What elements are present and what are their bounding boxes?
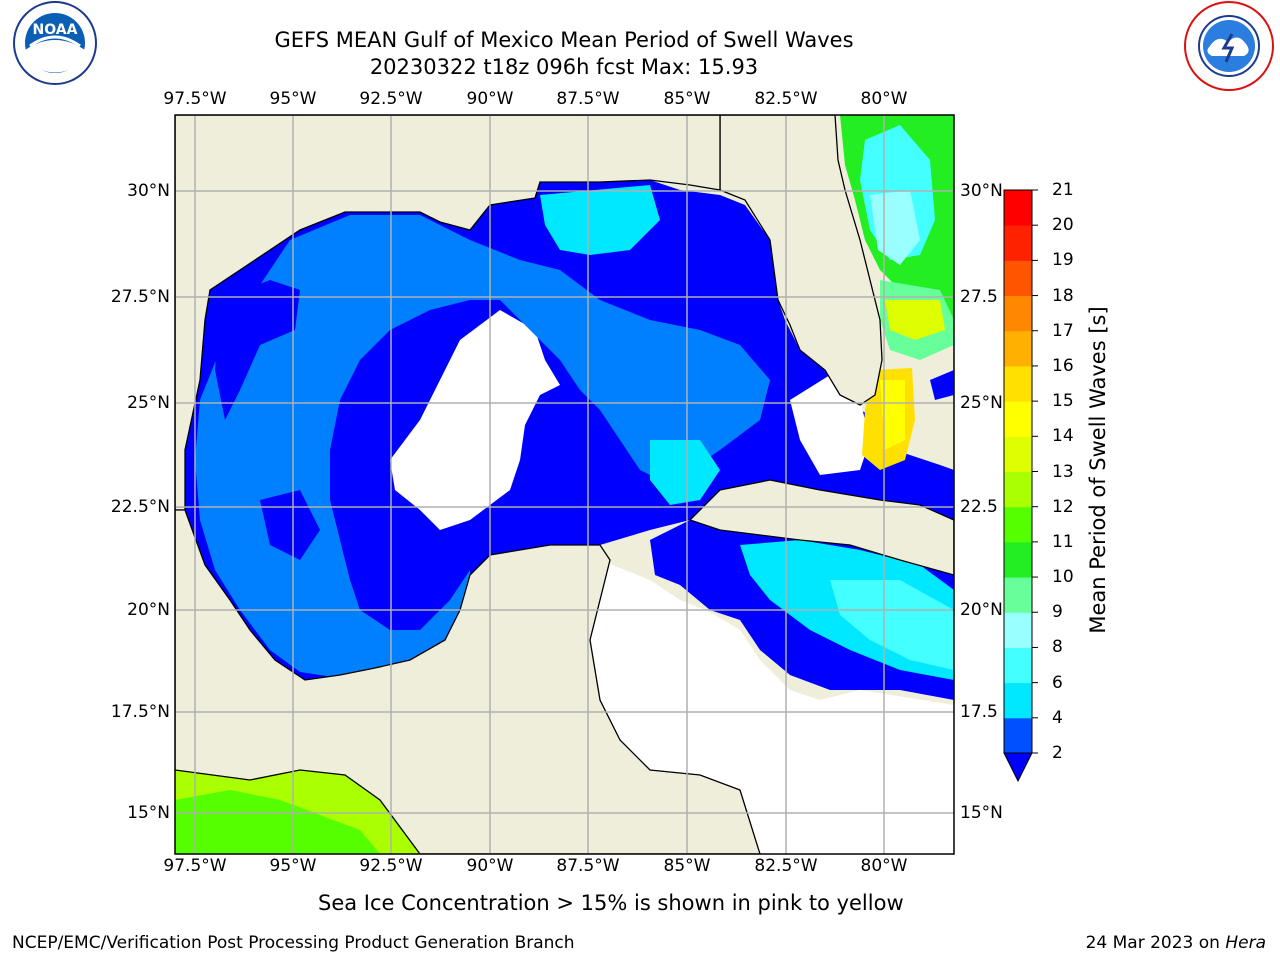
x-tick-top-6: 82.5°W	[754, 89, 818, 109]
no-data-region-central	[390, 310, 560, 530]
y-tick-right-1: 27.5	[960, 287, 998, 307]
colorbar-tick-label-8: 13	[1052, 461, 1074, 482]
colorbar-tick-label-5: 16	[1052, 355, 1074, 376]
nws-logo-icon	[1184, 1, 1274, 91]
noaa-logo-icon: NOAA	[13, 1, 97, 85]
atlantic-contours	[840, 115, 954, 470]
colorbar-segment-11	[1004, 330, 1032, 367]
y-tick-left-6: 15°N	[127, 803, 170, 823]
colorbar-segment-12	[1004, 295, 1032, 332]
y-tick-right-3: 22.5	[960, 497, 998, 517]
x-tick-top-1: 95°W	[269, 89, 317, 109]
colorbar-segment-0	[1004, 717, 1032, 754]
colorbar-segment-3	[1004, 612, 1032, 648]
x-tick-top-7: 80°W	[860, 89, 908, 109]
colorbar-tick-label-14: 6	[1052, 672, 1063, 693]
footer-credit: NCEP/EMC/Verification Post Processing Pr…	[12, 933, 575, 953]
x-tick-bottom-7: 80°W	[860, 856, 908, 876]
colorbar-tick-label-4: 17	[1052, 320, 1074, 341]
y-tick-right-2: 25°N	[960, 393, 1003, 413]
land-masses	[175, 115, 954, 854]
y-tick-right-6: 15°N	[960, 803, 1003, 823]
colorbar-segment-4	[1004, 577, 1032, 613]
colorbar-tick-label-12: 9	[1052, 602, 1063, 623]
x-tick-bottom-0: 97.5°W	[163, 856, 227, 876]
x-tick-top-3: 90°W	[466, 89, 514, 109]
footer-date-text: 24 Mar 2023 on	[1085, 933, 1226, 953]
x-tick-top-0: 97.5°W	[163, 89, 227, 109]
sea-ice-note: Sea Ice Concentration > 15% is shown in …	[318, 891, 904, 915]
colorbar-segment-6	[1004, 506, 1032, 543]
y-tick-right-4: 20°N	[960, 600, 1003, 620]
colorbar-tick-label-15: 4	[1052, 707, 1063, 728]
map-area[interactable]	[175, 115, 954, 854]
y-tick-left-5: 17.5°N	[110, 702, 170, 722]
colorbar-tick-label-10: 11	[1052, 531, 1074, 552]
y-tick-right-5: 17.5	[960, 702, 998, 722]
colorbar-segment-5	[1004, 541, 1032, 578]
colorbar-segment-1	[1004, 682, 1032, 719]
colorbar-tick-label-9: 12	[1052, 496, 1074, 517]
x-tick-top-4: 87.5°W	[556, 89, 620, 109]
map-grid	[175, 115, 954, 854]
x-tick-top-5: 85°W	[663, 89, 711, 109]
colorbar-tick-label-2: 19	[1052, 250, 1074, 271]
x-tick-top-2: 92.5°W	[359, 89, 423, 109]
y-tick-left-1: 27.5°N	[110, 287, 170, 307]
x-tick-bottom-3: 90°W	[466, 856, 514, 876]
colorbar-tick-label-3: 18	[1052, 285, 1074, 306]
y-tick-left-3: 22.5°N	[110, 497, 170, 517]
y-tick-left-2: 25°N	[127, 393, 170, 413]
map-frame	[174, 114, 955, 855]
colorbar-segment-14	[1004, 225, 1032, 261]
colorbar-tick-label-13: 8	[1052, 637, 1063, 658]
chart-subtitle: 20230322 t18z 096h fcst Max: 15.93	[369, 55, 759, 79]
colorbar-tick-label-1: 20	[1052, 215, 1074, 236]
x-tick-bottom-2: 92.5°W	[359, 856, 423, 876]
y-tick-left-0: 30°N	[127, 181, 170, 201]
y-tick-left-4: 20°N	[127, 600, 170, 620]
colorbar-tick-label-7: 14	[1052, 426, 1074, 447]
footer-date: 24 Mar 2023 on Hera	[1086, 933, 1266, 953]
colorbar	[1003, 189, 1038, 783]
pacific-contours	[175, 770, 420, 854]
y-tick-right-0: 30°N	[960, 181, 1003, 201]
colorbar-tick-label-6: 15	[1052, 391, 1074, 412]
colorbar-segment-7	[1004, 471, 1032, 508]
x-tick-bottom-6: 82.5°W	[754, 856, 818, 876]
colorbar-segment-9	[1004, 401, 1032, 437]
chart-title: GEFS MEAN Gulf of Mexico Mean Period of …	[274, 28, 854, 52]
colorbar-segment-2	[1004, 647, 1032, 684]
footer-host: Hera	[1225, 933, 1266, 953]
x-tick-bottom-1: 95°W	[269, 856, 317, 876]
colorbar-segment-15	[1004, 190, 1032, 226]
colorbar-segment-10	[1004, 365, 1032, 402]
x-tick-bottom-5: 85°W	[663, 856, 711, 876]
svg-text:NOAA: NOAA	[33, 22, 78, 38]
colorbar-segment-8	[1004, 436, 1032, 472]
colorbar-segment-13	[1004, 260, 1032, 297]
colorbar-extend-triangle	[1003, 752, 1033, 783]
colorbar-tick-label-0: 21	[1052, 180, 1074, 200]
no-data-region-south	[590, 560, 954, 854]
colorbar-tick-label-16: 2	[1052, 743, 1063, 763]
colorbar-tick-label-11: 10	[1052, 567, 1074, 588]
x-tick-bottom-4: 87.5°W	[556, 856, 620, 876]
colorbar-label: Mean Period of Swell Waves [s]	[1086, 306, 1110, 634]
